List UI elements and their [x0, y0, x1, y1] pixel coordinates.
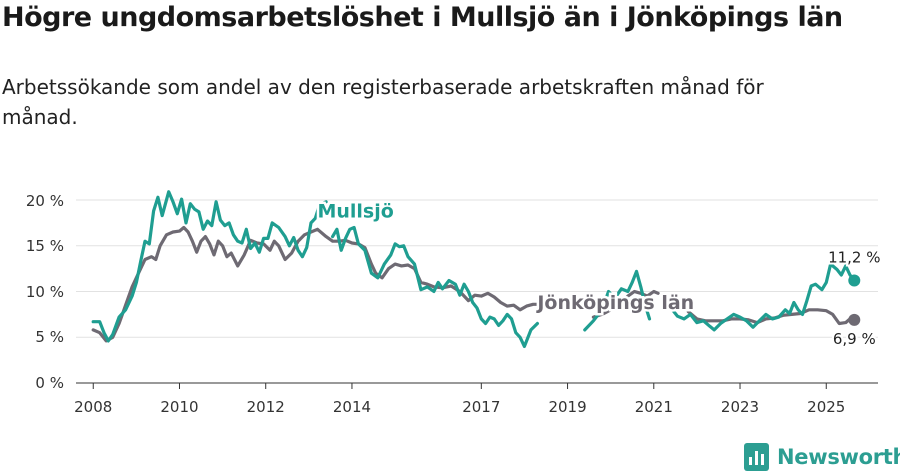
- series-name-label: Mullsjö: [317, 200, 393, 222]
- x-tick-label: 2025: [807, 398, 845, 416]
- x-axis: 2008 2010 2012 2014 2017 2019 2021 2023 2025: [74, 382, 878, 416]
- gridlines: [76, 199, 878, 338]
- x-tick-label: 2021: [635, 398, 673, 416]
- y-tick-label: 10 %: [26, 283, 64, 301]
- x-tick-label: 2012: [247, 398, 285, 416]
- x-tick-label: 2019: [548, 398, 586, 416]
- end-marker-mullsjo: [848, 274, 861, 287]
- chart-title: Högre ungdomsarbetslöshet i Mullsjö än i…: [2, 2, 843, 33]
- series-line-mullsjo: [331, 225, 539, 348]
- x-tick-label: 2008: [74, 398, 112, 416]
- series-line-mullsjo: [91, 190, 328, 343]
- chart-subtitle: Arbetssökande som andel av den registerb…: [2, 75, 764, 129]
- y-tick-label: 5 %: [35, 328, 64, 346]
- series-lines: [91, 190, 861, 348]
- series-labels: 11,2 % 6,9 % Mullsjö Jönköpings län: [315, 198, 883, 350]
- end-value-label: 11,2 %: [828, 249, 880, 267]
- end-value-label: 6,9 %: [833, 330, 876, 348]
- y-tick-label: 15 %: [26, 237, 64, 255]
- x-tick-label: 2017: [462, 398, 500, 416]
- series-line-mullsjo: [583, 269, 652, 332]
- brand-name: Newsworthy: [777, 445, 900, 469]
- series-line-mullsjo: [669, 262, 856, 332]
- x-tick-label: 2014: [333, 398, 371, 416]
- series-name-label: Jönköpings län: [535, 292, 694, 314]
- y-tick-label: 0 %: [35, 374, 64, 392]
- y-tick-label: 20 %: [26, 192, 64, 210]
- bar-chart-icon: [744, 443, 769, 471]
- end-marker-jonkopings-lan: [848, 313, 861, 326]
- series-line-jonkopings-lan: [91, 225, 544, 343]
- newsworthy-logo: Newsworthy: [744, 442, 900, 472]
- series-line-jonkopings-lan: [591, 289, 660, 319]
- x-tick-label: 2010: [160, 398, 198, 416]
- y-axis-ticks: 0 % 5 % 10 % 15 % 20 %: [26, 192, 64, 392]
- x-tick-label: 2023: [721, 398, 759, 416]
